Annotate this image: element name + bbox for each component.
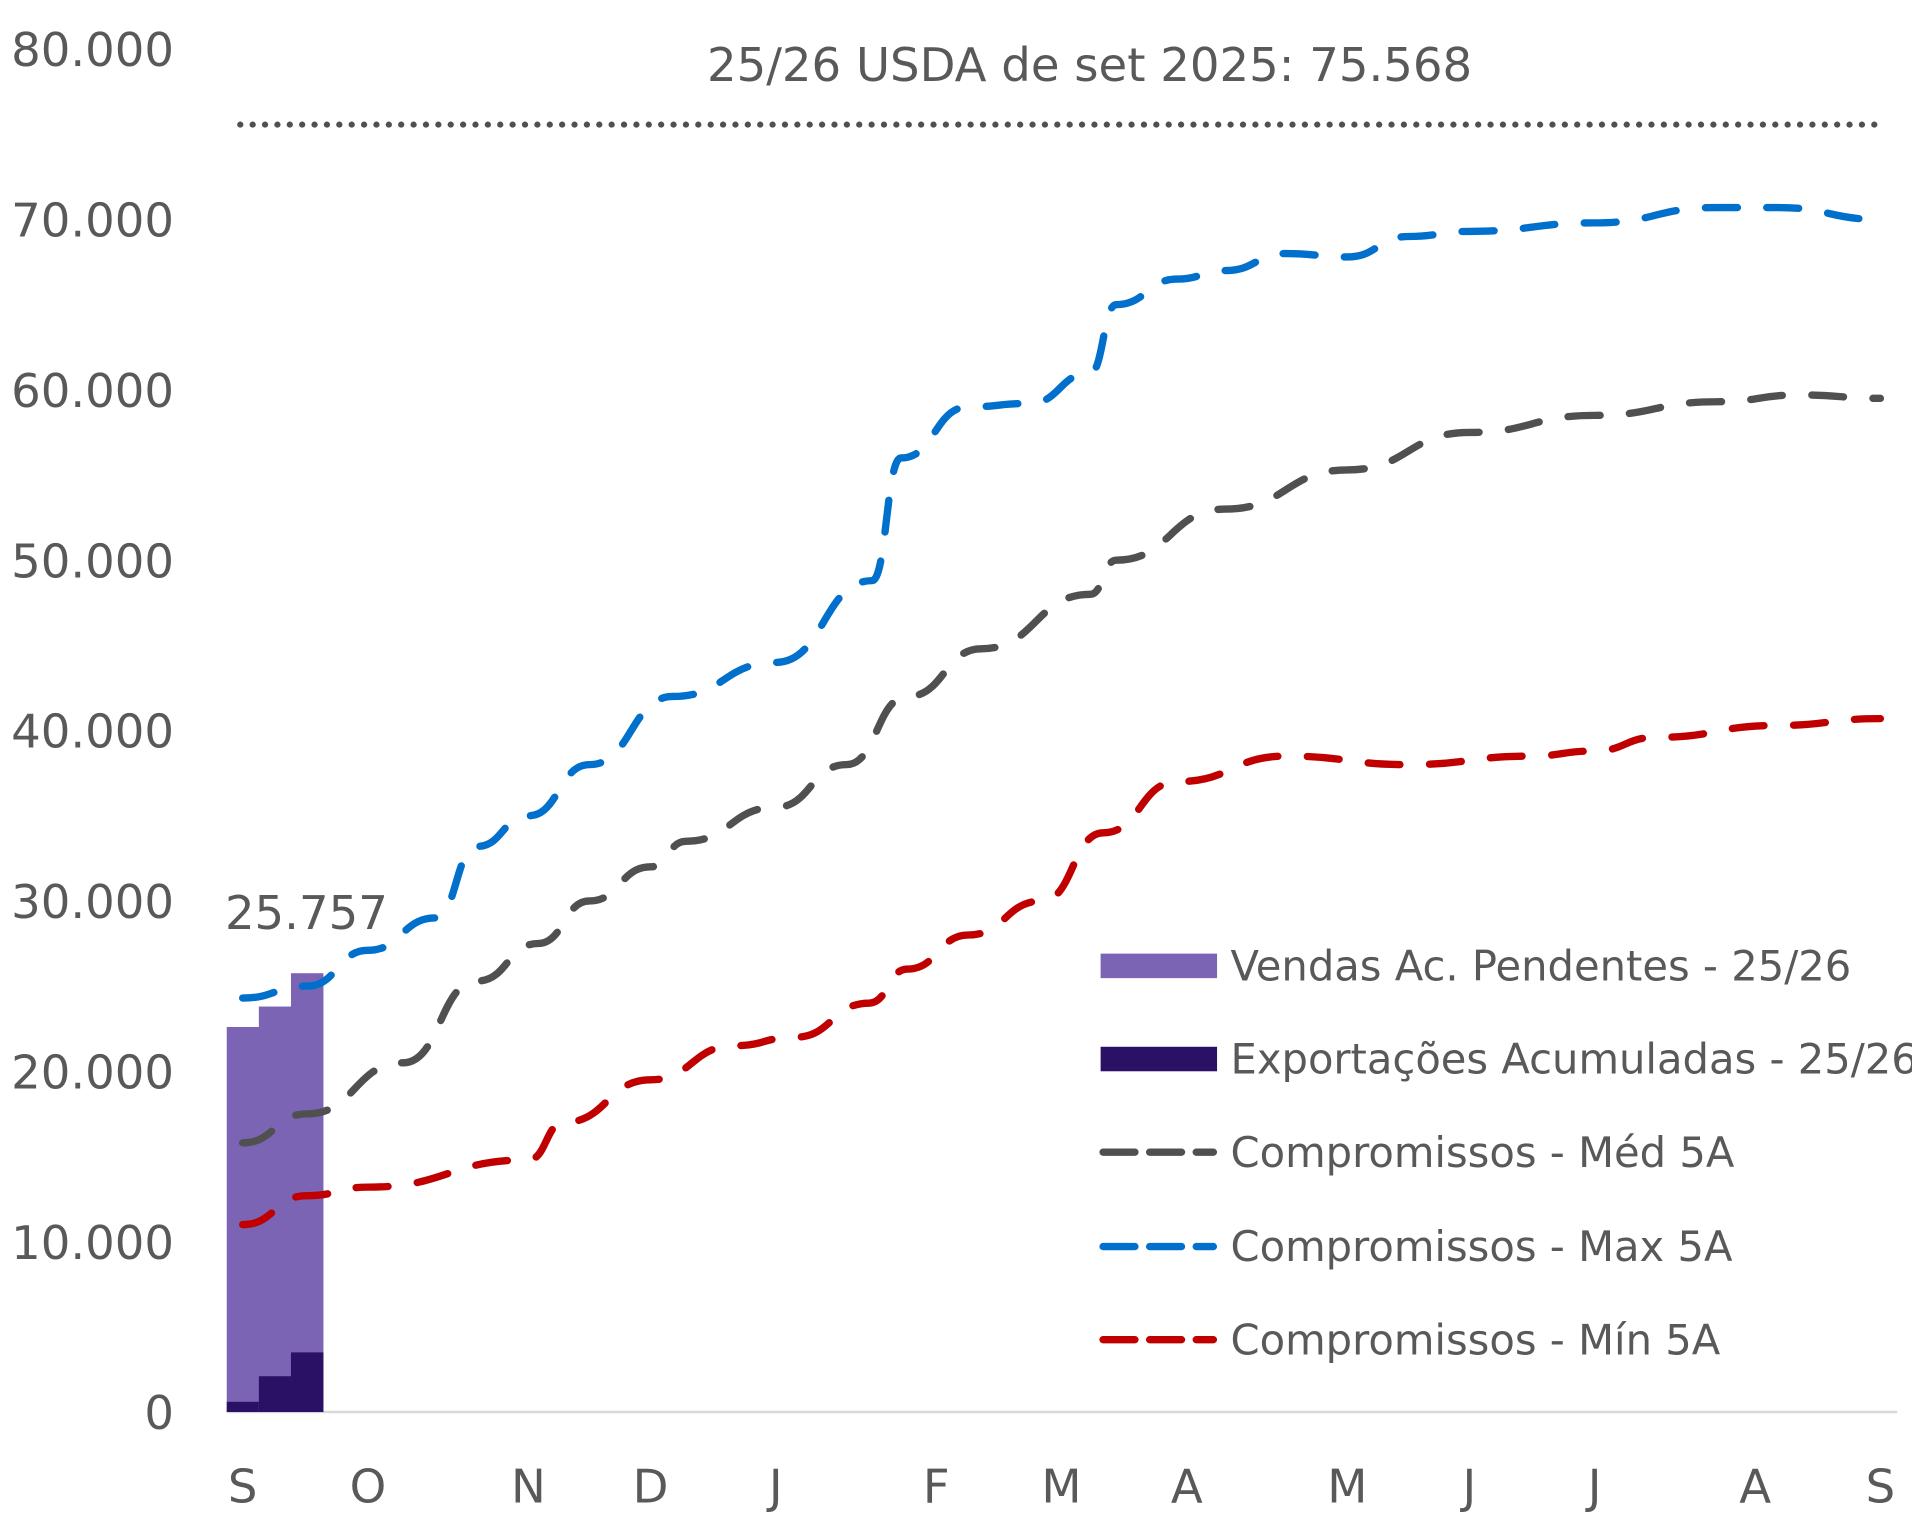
y-tick-label: 80.000 [11, 23, 174, 77]
x-tick-label: A [1739, 1460, 1771, 1514]
x-tick-label: S [228, 1460, 258, 1514]
x-tick-label: J [766, 1460, 783, 1514]
bar-vendas-pendentes [258, 1006, 292, 1413]
x-tick-label: M [1327, 1460, 1367, 1514]
y-tick-label: 60.000 [11, 364, 174, 418]
bar-exportacoes-acumuladas [258, 1376, 292, 1413]
bar-exportacoes-acumuladas [226, 1401, 260, 1413]
y-tick-label: 40.000 [11, 705, 174, 759]
y-tick-label: 50.000 [11, 534, 174, 588]
line-med-5a [239, 391, 1885, 1147]
x-tick-label: A [1171, 1460, 1203, 1514]
bar-exportacoes-acumuladas [290, 1352, 324, 1413]
x-tick-label: J [1459, 1460, 1476, 1514]
x-tick-label: O [350, 1460, 387, 1514]
data-label-last-bar: 25.757 [225, 886, 388, 940]
x-tick-label: F [923, 1460, 950, 1514]
legend-swatch-exportacoes [1100, 1046, 1218, 1072]
legend: Vendas Ac. Pendentes - 25/26 Exportações… [1099, 942, 1912, 1364]
y-tick-label: 70.000 [11, 194, 174, 248]
line-max-5a [239, 203, 1885, 1002]
lines [239, 203, 1885, 1229]
x-tick-label: J [1585, 1460, 1602, 1514]
legend-label-min: Compromissos - Mín 5A [1231, 1315, 1721, 1364]
y-tick-label: 20.000 [11, 1045, 174, 1099]
usda-annotation: 25/26 USDA de set 2025: 75.568 [707, 38, 1472, 92]
x-tick-label: M [1041, 1460, 1081, 1514]
legend-label-vendas: Vendas Ac. Pendentes - 25/26 [1231, 942, 1852, 991]
y-tick-label: 0 [144, 1386, 174, 1440]
line-min-5a [239, 714, 1885, 1229]
y-axis-ticks: 0 10.000 20.000 30.000 40.000 50.000 60.000 70.… [11, 23, 174, 1440]
y-tick-label: 30.000 [11, 875, 174, 929]
legend-label-exportacoes: Exportações Acumuladas - 25/26 [1231, 1035, 1912, 1084]
legend-label-max: Compromissos - Max 5A [1231, 1222, 1733, 1271]
x-tick-label: N [511, 1460, 546, 1514]
legend-swatch-vendas [1100, 953, 1218, 979]
x-tick-label: D [633, 1460, 669, 1514]
y-tick-label: 10.000 [11, 1216, 174, 1270]
legend-label-med: Compromissos - Méd 5A [1231, 1128, 1735, 1177]
x-tick-label: S [1866, 1460, 1896, 1514]
